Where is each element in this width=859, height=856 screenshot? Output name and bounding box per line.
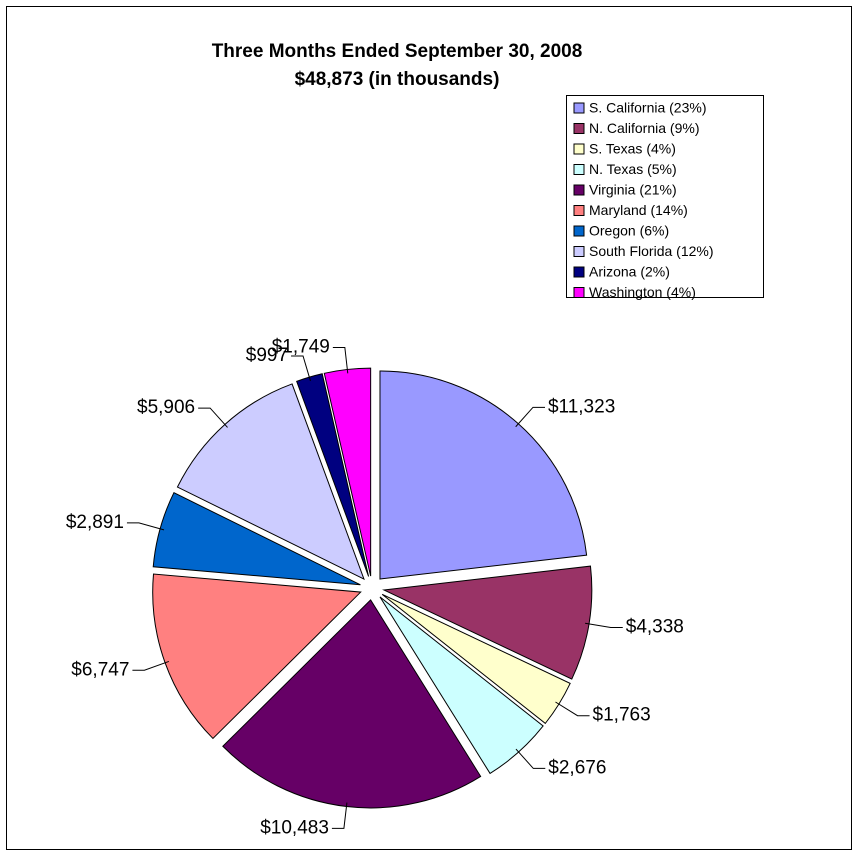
- leader-line: [585, 622, 623, 628]
- legend-marker: [573, 246, 585, 257]
- legend-marker: [573, 102, 585, 114]
- legend-marker: [573, 123, 585, 134]
- data-label: $2,891: [66, 512, 124, 533]
- leader-line: [126, 522, 165, 531]
- data-label: $997: [246, 345, 288, 366]
- legend-marker: [573, 184, 585, 196]
- leader-line: [291, 355, 311, 382]
- legend-label: N. California (9%): [589, 120, 699, 136]
- legend-marker: [573, 143, 585, 155]
- leader-line: [555, 701, 590, 717]
- data-label: $2,676: [548, 757, 606, 778]
- data-label: $4,338: [626, 616, 684, 637]
- legend-marker: [573, 287, 585, 298]
- leader-line: [515, 748, 546, 769]
- data-label: $10,483: [260, 817, 329, 838]
- legend-box: [566, 95, 764, 298]
- data-label: $6,747: [71, 659, 129, 680]
- leader-line: [132, 660, 170, 671]
- leader-line: [515, 406, 545, 428]
- legend-label: South Florida (12%): [589, 243, 714, 259]
- leader-line: [332, 347, 349, 374]
- data-label: $11,323: [548, 396, 615, 417]
- legend-marker: [573, 205, 585, 216]
- legend-marker: [573, 164, 585, 175]
- chart-title: Three Months Ended September 30, 2008: [212, 41, 583, 62]
- legend-label: S. Texas (4%): [589, 141, 676, 157]
- legend-label: Washington (4%): [589, 284, 696, 300]
- legend-marker: [573, 266, 585, 278]
- legend-label: Maryland (14%): [589, 202, 688, 218]
- legend-label: Arizona (2%): [589, 264, 670, 280]
- data-label: $1,763: [593, 705, 651, 726]
- leader-line: [198, 407, 228, 428]
- legend-marker: [573, 225, 585, 237]
- legend-label: N. Texas (5%): [589, 161, 677, 177]
- chart-subtitle: $48,873 (in thousands): [295, 69, 500, 90]
- data-label: $1,749: [272, 337, 330, 358]
- legend-label: Virginia (21%): [589, 182, 677, 198]
- legend-label: S. California (23%): [589, 100, 707, 116]
- data-label: $5,906: [137, 397, 195, 418]
- leader-line: [331, 802, 348, 829]
- legend-label: Oregon (6%): [589, 223, 669, 239]
